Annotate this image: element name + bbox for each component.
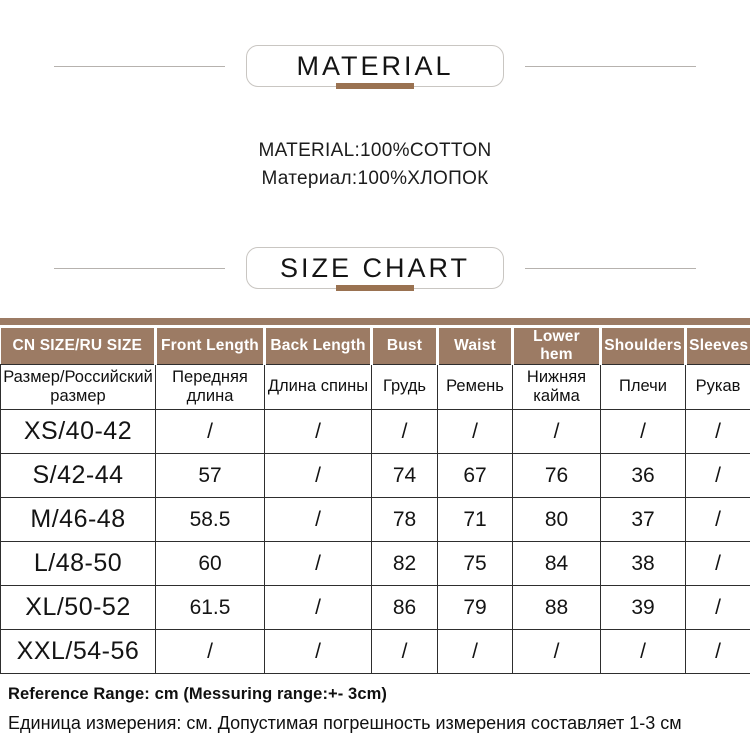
header-cell-en: Sleeves xyxy=(685,328,750,365)
value-cell: 76 xyxy=(512,453,601,498)
size-cell: XL/50-52 xyxy=(0,585,156,630)
value-cell: 58.5 xyxy=(155,497,265,542)
value-cell: 38 xyxy=(600,541,686,586)
value-cell: 67 xyxy=(437,453,513,498)
value-cell: 57 xyxy=(155,453,265,498)
material-line-ru: Материал:100%ХЛОПОК xyxy=(261,168,489,189)
value-cell: 60 xyxy=(155,541,265,586)
value-cell: / xyxy=(264,453,372,498)
material-title-box: MATERIAL xyxy=(246,45,504,89)
value-cell: 86 xyxy=(371,585,438,630)
title-accent-bar xyxy=(336,285,414,291)
material-details: MATERIAL:100%COTTON Материал:100%ХЛОПОК xyxy=(0,137,750,193)
header-cell-ru: Плечи xyxy=(600,364,686,410)
value-cell: 61.5 xyxy=(155,585,265,630)
size-chart-title-box: SIZE CHART xyxy=(246,247,504,291)
header-cell-en: Front Length xyxy=(155,328,266,365)
header-cell-en: Shoulders xyxy=(600,328,687,365)
value-cell: / xyxy=(600,629,686,674)
decorative-line-right xyxy=(525,267,696,269)
header-cell-ru: Длина спины xyxy=(264,364,372,410)
header-cell-en: Back Length xyxy=(264,328,373,365)
value-cell: 75 xyxy=(437,541,513,586)
value-cell: / xyxy=(437,629,513,674)
value-cell: / xyxy=(437,409,513,454)
size-cell: XXL/54-56 xyxy=(0,629,156,674)
value-cell: 37 xyxy=(600,497,686,542)
value-cell: / xyxy=(685,585,750,630)
material-title: MATERIAL xyxy=(296,50,454,81)
value-cell: 39 xyxy=(600,585,686,630)
table-row: S/42-44 57/74 67 76 36/ xyxy=(0,453,750,498)
size-cell: L/48-50 xyxy=(0,541,156,586)
table-row: XS/40-42// / / / / / xyxy=(0,409,750,454)
value-cell: 36 xyxy=(600,453,686,498)
table-row: L/48-50 60/82 75 84 38/ xyxy=(0,541,750,586)
decorative-line-right xyxy=(525,65,696,67)
decorative-line-left xyxy=(54,267,225,269)
table-header-row-ru: Размер/Российский размер Передняя длина Дл… xyxy=(0,364,750,410)
value-cell: 82 xyxy=(371,541,438,586)
note-en: Reference Range: cm (Messuring range:+- … xyxy=(8,685,387,703)
value-cell: / xyxy=(685,409,750,454)
header-cell-en: Bust xyxy=(371,328,439,365)
value-cell: / xyxy=(264,409,372,454)
value-cell: / xyxy=(512,409,601,454)
header-cell-ru: Размер/Российский размер xyxy=(0,364,156,410)
table-row: XL/50-52 61.5/86 79 88 39/ xyxy=(0,585,750,630)
header-cell-ru: Рукав xyxy=(685,364,750,410)
measurement-notes: Reference Range: cm (Messuring range:+- … xyxy=(0,685,750,734)
header-cell-ru: Грудь xyxy=(371,364,438,410)
header-cell-ru: Передняя длина xyxy=(155,364,265,410)
value-cell: / xyxy=(264,585,372,630)
header-cell-en: Waist xyxy=(437,328,514,365)
material-line-en: MATERIAL:100%COTTON xyxy=(258,140,492,161)
value-cell: / xyxy=(264,541,372,586)
value-cell: / xyxy=(155,409,265,454)
value-cell: / xyxy=(371,629,438,674)
table-top-strip xyxy=(0,318,750,325)
note-ru: Единица измерения: см. Допустимая погреш… xyxy=(8,713,682,733)
size-table: CN SIZE/RU SIZE Front Length Back Length Bu… xyxy=(0,328,750,674)
value-cell: 84 xyxy=(512,541,601,586)
value-cell: / xyxy=(685,629,750,674)
value-cell: 80 xyxy=(512,497,601,542)
value-cell: / xyxy=(264,497,372,542)
value-cell: / xyxy=(685,497,750,542)
size-chart-title: SIZE CHART xyxy=(279,252,471,283)
value-cell: / xyxy=(512,629,601,674)
header-cell-en: CN SIZE/RU SIZE xyxy=(0,328,157,365)
value-cell: / xyxy=(264,629,372,674)
value-cell: 71 xyxy=(437,497,513,542)
size-cell: M/46-48 xyxy=(0,497,156,542)
value-cell: / xyxy=(371,409,438,454)
size-cell: XS/40-42 xyxy=(0,409,156,454)
size-table-wrap: CN SIZE/RU SIZE Front Length Back Length Bu… xyxy=(0,318,750,674)
value-cell: 78 xyxy=(371,497,438,542)
size-cell: S/42-44 xyxy=(0,453,156,498)
title-accent-bar xyxy=(336,83,414,89)
value-cell: / xyxy=(685,541,750,586)
header-cell-en: Lower hem xyxy=(512,328,602,365)
table-row: M/46-48 58.5/78 71 80 37/ xyxy=(0,497,750,542)
table-row: XXL/54-56// / / / / / xyxy=(0,629,750,674)
header-cell-ru: Нижняя кайма xyxy=(512,364,601,410)
value-cell: / xyxy=(600,409,686,454)
value-cell: / xyxy=(155,629,265,674)
table-header-row-en: CN SIZE/RU SIZE Front Length Back Length Bu… xyxy=(0,328,750,365)
value-cell: / xyxy=(685,453,750,498)
value-cell: 88 xyxy=(512,585,601,630)
value-cell: 74 xyxy=(371,453,438,498)
decorative-line-left xyxy=(54,65,225,67)
value-cell: 79 xyxy=(437,585,513,630)
material-section-header: MATERIAL xyxy=(0,0,750,89)
size-chart-section-header: SIZE CHART xyxy=(0,247,750,291)
header-cell-ru: Ремень xyxy=(437,364,513,410)
